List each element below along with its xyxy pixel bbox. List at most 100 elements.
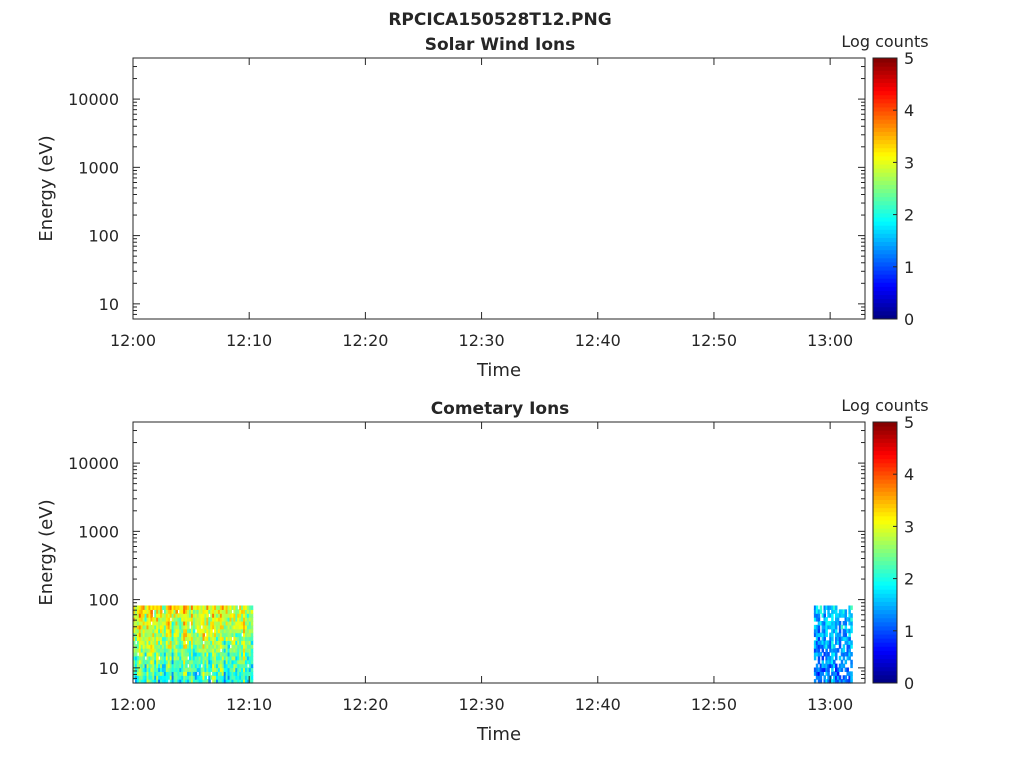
x-tick-label: 13:00 [807, 695, 853, 714]
spectrogram-cell [192, 675, 196, 680]
spectrogram-cell [171, 617, 175, 622]
spectrogram-cell [196, 675, 200, 680]
spectrogram-cell [248, 651, 252, 657]
spectrogram-cell [233, 620, 236, 626]
spectrogram-cell [171, 628, 175, 634]
spectrogram-cell [237, 624, 240, 630]
spectrogram-cell [175, 659, 178, 665]
spectrogram-cell [202, 628, 206, 634]
spectrogram-cell [239, 624, 242, 630]
spectrogram-cell [831, 644, 834, 649]
spectrogram-cell [819, 651, 823, 657]
spectrogram-cell [225, 659, 229, 665]
spectrogram-cell [144, 640, 148, 645]
spectrogram-cell [208, 659, 211, 665]
spectrogram-cell [179, 655, 182, 661]
spectrogram-cell [231, 663, 234, 669]
spectrogram-cell [842, 644, 846, 649]
spectrogram-cell [202, 679, 206, 684]
spectrogram-cell [206, 659, 209, 665]
spectrogram-cell [187, 644, 190, 649]
spectrogram-cell [838, 663, 842, 669]
colorbar-segment [873, 241, 897, 247]
spectrogram-cell [848, 617, 851, 622]
spectrogram-cell [192, 617, 196, 622]
spectrogram-cell [250, 671, 254, 676]
x-axis-label: Time [476, 360, 521, 381]
spectrogram-cell [206, 671, 209, 676]
spectrogram-cell [204, 644, 207, 649]
spectrogram-cell [827, 667, 830, 672]
spectrogram-cell [171, 648, 175, 653]
colorbar-segment [873, 572, 897, 578]
spectrogram-cell [229, 636, 233, 641]
spectrogram-cell [233, 632, 236, 638]
spectrogram-cell [850, 675, 853, 680]
spectrogram-cell [225, 628, 229, 634]
spectrogram-cell [221, 640, 225, 645]
spectrogram-cell [158, 671, 161, 676]
spectrogram-cell [140, 609, 144, 614]
spectrogram-cell [165, 617, 169, 622]
spectrogram-cell [821, 613, 825, 618]
spectrogram-cell [243, 632, 246, 638]
spectrogram-cell [233, 609, 236, 614]
spectrogram-cell [190, 655, 194, 661]
spectrogram-cell [825, 617, 828, 622]
spectrogram-cell [160, 628, 163, 634]
spectrogram-cell [204, 663, 207, 669]
spectrogram-cell [823, 609, 826, 614]
spectrogram-cell [150, 617, 153, 622]
spectrogram-cell [160, 624, 163, 630]
spectrogram-cell [140, 628, 144, 634]
spectrogram-cell [158, 640, 161, 645]
y-tick-label: 100 [88, 591, 119, 610]
spectrogram-cell [237, 675, 240, 680]
spectrogram-cell [160, 667, 163, 672]
spectrogram-cell [204, 628, 207, 634]
spectrogram-cell [225, 667, 229, 672]
spectrogram-cell [161, 628, 165, 634]
spectrogram-cell [221, 624, 225, 630]
spectrogram-cell [250, 655, 254, 661]
spectrogram-cell [156, 651, 159, 657]
colorbar-segment [873, 483, 897, 488]
spectrogram-cell [842, 655, 846, 661]
spectrogram-cell [148, 613, 151, 618]
spectrogram-cell [221, 663, 225, 669]
spectrogram-cell [163, 605, 167, 610]
spectrogram-cell [227, 663, 231, 669]
spectrogram-cell [829, 644, 832, 649]
spectrogram-cell [219, 620, 223, 626]
spectrogram-cell [134, 663, 138, 669]
spectrogram-cell [244, 624, 248, 630]
spectrogram-cell [144, 659, 148, 665]
spectrogram-cell [177, 620, 180, 626]
spectrogram-cell [198, 605, 202, 610]
spectrogram-cell [210, 675, 213, 680]
spectrogram-cell [148, 609, 151, 614]
spectrogram-cell [163, 613, 167, 618]
spectrogram-cell [248, 632, 252, 638]
spectrogram-cell [208, 655, 211, 661]
spectrogram-cell [177, 659, 180, 665]
spectrogram-cell [219, 675, 223, 680]
spectrogram-cell [813, 644, 817, 649]
spectrogram-cell [165, 620, 169, 626]
spectrogram-cell [138, 628, 142, 634]
spectrogram-cell [190, 651, 194, 657]
spectrogram-cell [210, 628, 213, 634]
spectrogram-cell [146, 644, 150, 649]
spectrogram-cell [227, 609, 231, 614]
spectrogram-cell [227, 655, 231, 661]
colorbar-segment [873, 670, 897, 676]
spectrogram-cell [200, 617, 204, 622]
spectrogram-cell [831, 671, 834, 676]
spectrogram-cell [834, 675, 838, 680]
spectrogram-cell [829, 636, 832, 641]
x-tick-label: 12:00 [110, 331, 156, 350]
spectrogram-cell [179, 675, 182, 680]
spectrogram-cell [150, 605, 153, 610]
y-tick-label: 10 [99, 295, 119, 314]
spectrogram-cell [138, 663, 142, 669]
